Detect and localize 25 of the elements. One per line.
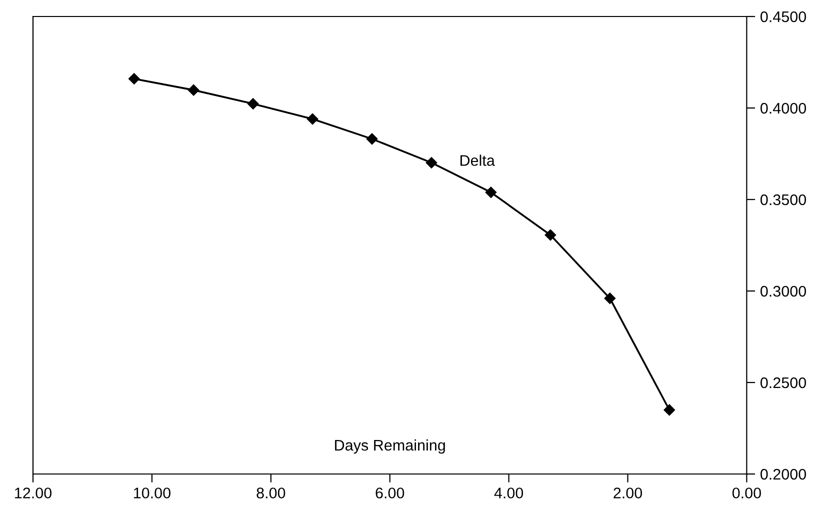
x-tick-label: 12.00 <box>15 488 52 498</box>
x-tick-label: 10.00 <box>134 488 170 498</box>
series-label: Delta <box>460 154 495 166</box>
x-tick-label: 4.00 <box>494 488 524 498</box>
y2-tick-label: 0.2000 <box>760 468 806 480</box>
point <box>485 186 497 198</box>
point <box>664 404 675 416</box>
y2-tick-label: 0.3000 <box>760 286 806 297</box>
y2-tick-label: 0.3500 <box>760 194 806 206</box>
point <box>604 292 616 304</box>
y2-tick-label: 0.2500 <box>760 377 806 388</box>
point <box>544 229 556 241</box>
y2-tick-label: 0.4000 <box>760 102 806 114</box>
point <box>366 133 378 145</box>
x-tick-label: 2.00 <box>614 488 642 498</box>
y2-tick-label: 0.4500 <box>760 11 806 22</box>
point <box>306 113 318 125</box>
point <box>128 73 140 84</box>
point <box>247 98 259 110</box>
x-tick-label: 6.00 <box>376 488 404 498</box>
x-tick-label: 0.00 <box>732 488 761 498</box>
x-axis-title: Days Remaining <box>335 439 445 454</box>
x-tick-label: 8.00 <box>256 488 286 498</box>
point <box>188 84 200 96</box>
point <box>426 157 438 168</box>
